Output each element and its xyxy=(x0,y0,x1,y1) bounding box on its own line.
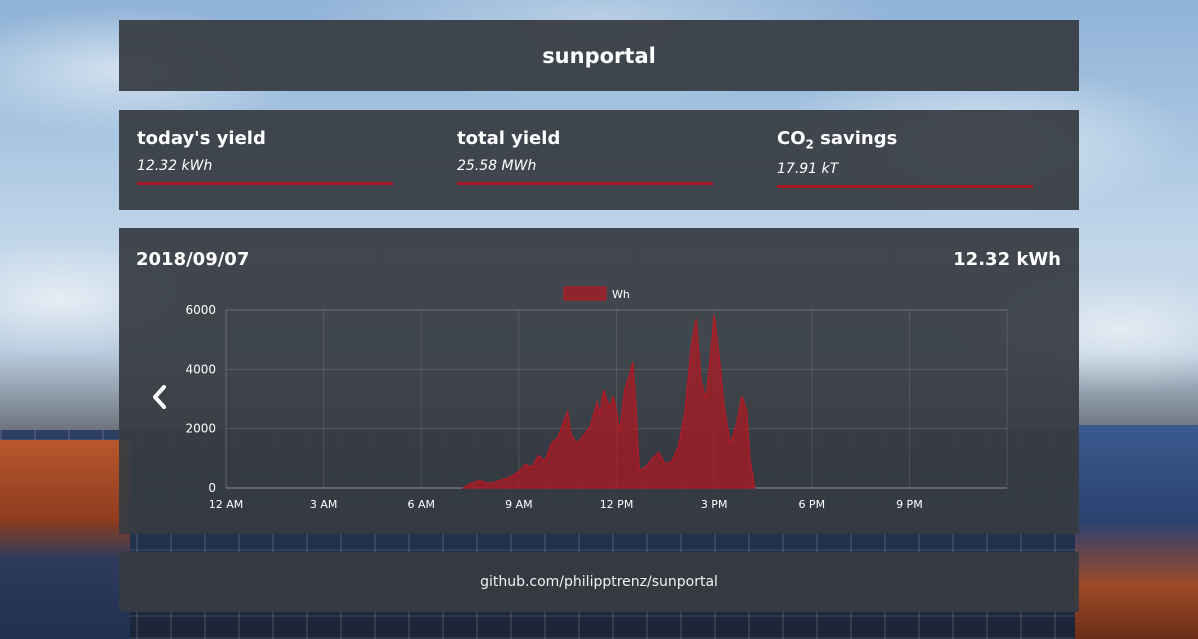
background-roof-left xyxy=(0,440,130,639)
stat-total-yield: total yield 25.58 MWh xyxy=(457,128,713,185)
background-roof-right xyxy=(1075,425,1198,639)
chart-total: 12.32 kWh xyxy=(953,249,1061,270)
stat-title: CO2 savings xyxy=(777,128,898,152)
x-tick-label: 6 PM xyxy=(798,498,825,511)
stat-title: today's yield xyxy=(137,128,266,149)
chevron-left-icon[interactable] xyxy=(149,383,171,411)
stats-card: today's yield 12.32 kWh total yield 25.5… xyxy=(119,110,1079,210)
chart-card: 2018/09/07 12.32 kWh 0 2000 4000 6000 12 AM 3… xyxy=(119,228,1079,534)
stat-value: 17.91 kT xyxy=(777,160,839,177)
header-card: sunportal xyxy=(119,20,1079,91)
legend-label: Wh xyxy=(612,288,630,301)
stat-todays-yield: today's yield 12.32 kWh xyxy=(137,128,393,185)
x-tick-label: 3 PM xyxy=(701,498,728,511)
x-tick-label: 3 AM xyxy=(310,498,338,511)
y-tick-label: 6000 xyxy=(185,303,216,317)
series-area-wh xyxy=(461,314,756,489)
y-tick-label: 2000 xyxy=(185,422,216,436)
x-tick-label: 12 PM xyxy=(600,498,634,511)
footer-card: github.com/philipptrenz/sunportal xyxy=(119,552,1079,612)
stat-bar xyxy=(457,182,713,185)
github-link[interactable]: github.com/philipptrenz/sunportal xyxy=(480,574,718,590)
stat-title: total yield xyxy=(457,128,561,149)
chart-date: 2018/09/07 xyxy=(136,249,250,270)
x-tick-label: 12 AM xyxy=(209,498,244,511)
x-tick-label: 6 AM xyxy=(407,498,435,511)
stat-value: 25.58 MWh xyxy=(457,158,537,174)
legend-swatch xyxy=(563,286,607,301)
y-tick-label: 4000 xyxy=(185,362,216,376)
stat-co2-savings: CO2 savings 17.91 kT xyxy=(777,128,1033,188)
stat-bar xyxy=(137,182,393,185)
x-tick-label: 9 PM xyxy=(896,498,923,511)
stat-bar xyxy=(777,184,1033,188)
y-tick-label: 0 xyxy=(208,481,216,495)
x-tick-label: 9 AM xyxy=(505,498,533,511)
app-title: sunportal xyxy=(542,43,656,68)
stat-value: 12.32 kWh xyxy=(137,158,213,174)
yield-chart: 0 2000 4000 6000 12 AM 3 AM 6 AM 9 AM 12 PM 3 PM 6… xyxy=(185,286,1008,511)
